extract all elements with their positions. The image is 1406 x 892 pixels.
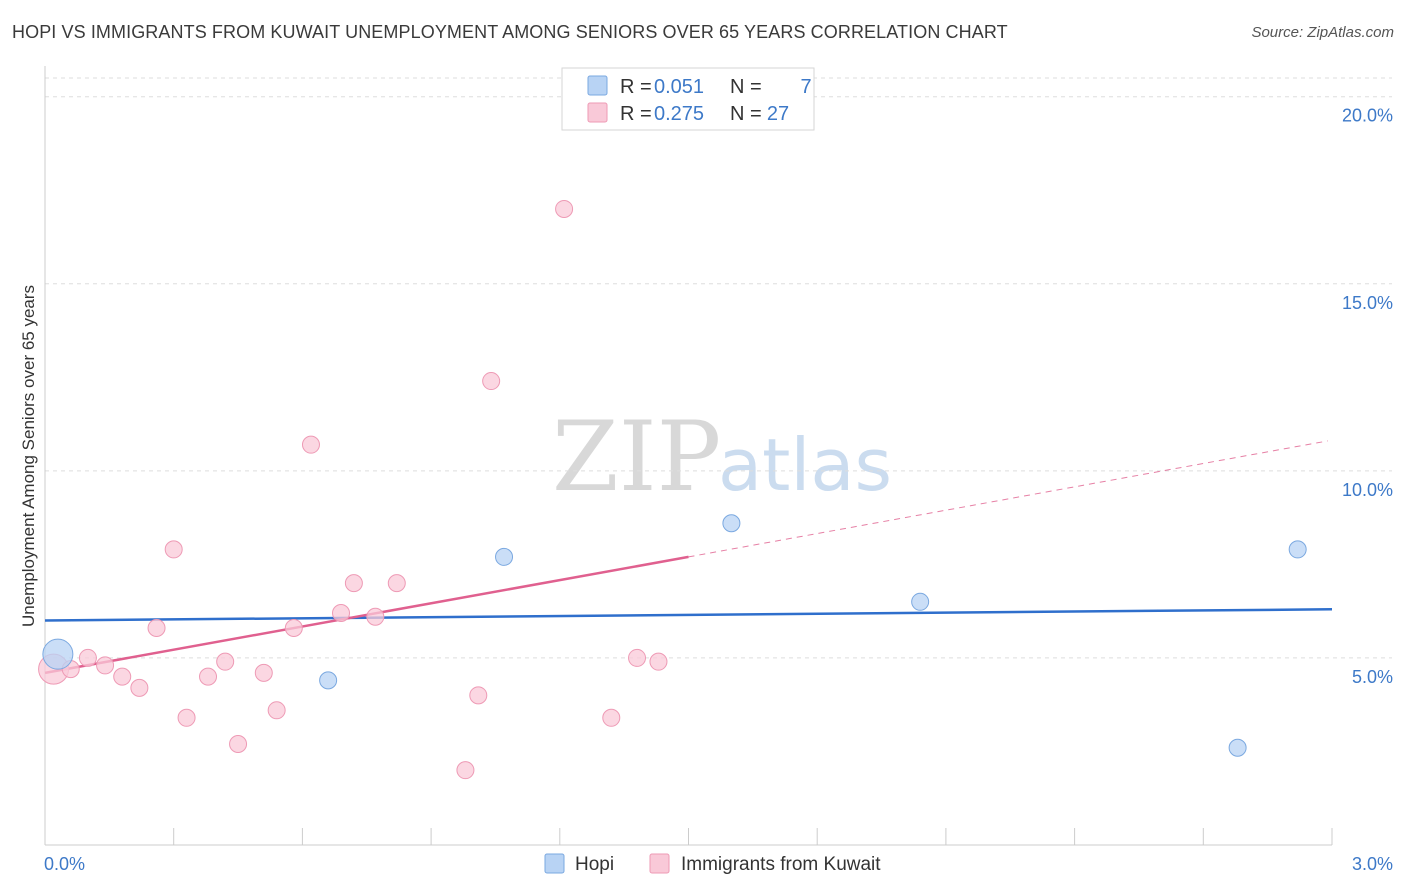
trend-line-hopi: [44, 608, 1333, 622]
point-kuwait: [284, 618, 303, 637]
point-kuwait: [229, 734, 248, 753]
chart-title: HOPI VS IMMIGRANTS FROM KUWAIT UNEMPLOYM…: [12, 22, 1008, 42]
legend-r-label-hopi: R =: [620, 76, 652, 98]
y-tick-label: 5.0%: [1352, 667, 1393, 687]
point-kuwait: [628, 648, 647, 667]
legend-r-value-kuwait: 0.275: [654, 103, 704, 125]
y-tick-label: 10.0%: [1342, 480, 1393, 500]
axes: [44, 66, 1333, 846]
legend: R = 0.051 N = 7 R = 0.275 N = 27: [561, 67, 815, 131]
trend-line-kuwait-extrapolated: [688, 440, 1328, 558]
bottom-legend-label-hopi: Hopi: [575, 854, 614, 875]
x-tick-label: 3.0%: [1352, 854, 1393, 874]
point-hopi: [911, 592, 930, 611]
point-kuwait: [602, 708, 621, 727]
point-kuwait: [96, 656, 115, 675]
legend-n-value-hopi: 7: [800, 76, 811, 98]
bottom-legend-label-kuwait: Immigrants from Kuwait: [681, 854, 881, 875]
point-kuwait: [216, 652, 235, 671]
point-kuwait: [199, 667, 218, 686]
watermark: ZIP atlas: [552, 401, 892, 513]
point-hopi: [1228, 738, 1247, 757]
point-kuwait: [344, 574, 363, 593]
legend-r-value-hopi: 0.051: [654, 76, 704, 98]
data-points: [38, 199, 1307, 780]
point-kuwait: [469, 686, 488, 705]
point-kuwait: [555, 199, 574, 218]
point-kuwait: [649, 652, 668, 671]
point-hopi: [495, 547, 514, 566]
point-kuwait: [177, 708, 196, 727]
point-hopi: [722, 514, 741, 533]
point-kuwait: [267, 701, 286, 720]
grid-lines: [45, 77, 1392, 659]
y-axis-label: Unemployment Among Seniors over 65 years: [19, 285, 38, 627]
point-kuwait: [456, 761, 475, 780]
legend-swatch-hopi: [587, 75, 608, 96]
point-kuwait: [387, 574, 406, 593]
point-kuwait: [113, 667, 132, 686]
point-kuwait: [130, 678, 149, 697]
point-kuwait: [147, 618, 166, 637]
y-tick-label: 15.0%: [1342, 293, 1393, 313]
bottom-legend-swatch-kuwait: [649, 853, 670, 874]
point-hopi: [42, 638, 74, 670]
watermark-atlas: atlas: [718, 423, 892, 507]
point-kuwait: [332, 604, 351, 623]
source-label: Source: ZipAtlas.com: [1251, 24, 1394, 41]
point-kuwait: [366, 607, 385, 626]
bottom-legend: Hopi Immigrants from Kuwait: [544, 853, 881, 875]
legend-r-label-kuwait: R =: [620, 103, 652, 125]
point-hopi: [319, 671, 338, 690]
point-kuwait: [164, 540, 183, 559]
legend-n-label-kuwait: N =: [730, 103, 762, 125]
point-kuwait: [301, 435, 320, 454]
y-tick-labels: 5.0% 10.0% 15.0% 20.0%: [1342, 106, 1393, 687]
y-tick-label: 20.0%: [1342, 106, 1393, 126]
legend-n-label-hopi: N =: [730, 76, 762, 98]
point-kuwait: [78, 648, 97, 667]
point-kuwait: [254, 663, 273, 682]
legend-swatch-kuwait: [587, 102, 608, 123]
bottom-legend-swatch-hopi: [544, 853, 565, 874]
point-hopi: [1288, 540, 1307, 559]
x-tick-labels: 0.0% 3.0%: [44, 854, 1393, 874]
point-kuwait: [482, 372, 501, 391]
x-tick-label: 0.0%: [44, 854, 85, 874]
legend-n-value-kuwait: 27: [767, 103, 789, 125]
watermark-zip: ZIP: [552, 401, 721, 513]
